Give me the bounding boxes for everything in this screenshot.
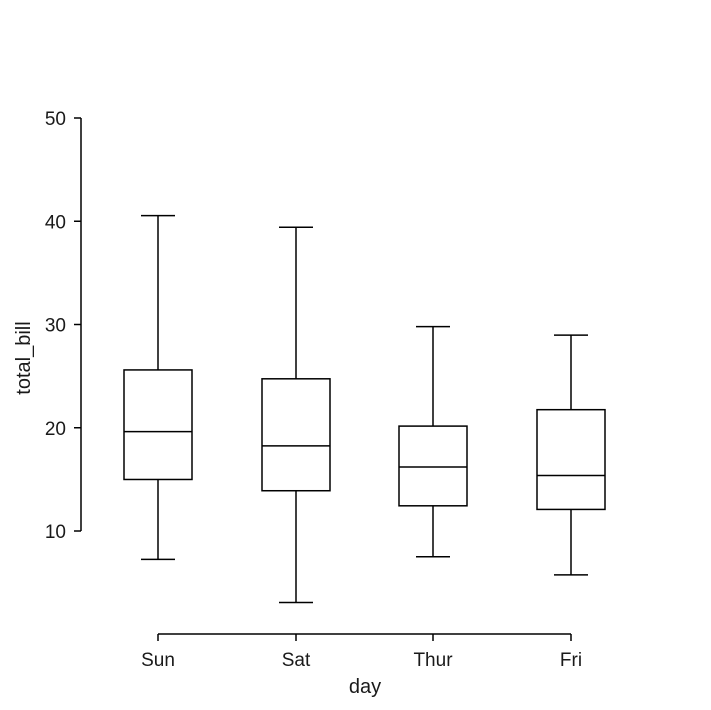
boxes [123, 214, 606, 604]
iqr-box [398, 425, 468, 507]
iqr-box [261, 378, 331, 492]
box-fri [536, 334, 606, 576]
x-tick-label: Sun [141, 650, 175, 671]
y-tick-label: 50 [45, 109, 66, 130]
box-thur [398, 325, 468, 558]
x-axis-label: day [349, 676, 381, 698]
iqr-box [536, 408, 606, 511]
box-sat [261, 226, 331, 604]
x-tick-label: Sat [282, 650, 311, 671]
y-tick-label: 10 [45, 522, 66, 543]
y-tick-label: 40 [45, 212, 66, 233]
box-sun [123, 214, 193, 561]
y-axis: 10 20 30 40 50 [45, 109, 82, 543]
x-axis: Sun Sat Thur Fri [141, 633, 582, 671]
x-tick-label: Fri [560, 650, 582, 671]
iqr-box [123, 369, 193, 481]
x-tick-label: Thur [413, 650, 453, 671]
y-tick-label: 30 [45, 316, 66, 337]
y-tick-label: 20 [45, 419, 66, 440]
y-axis-label: total_bill [13, 321, 35, 394]
